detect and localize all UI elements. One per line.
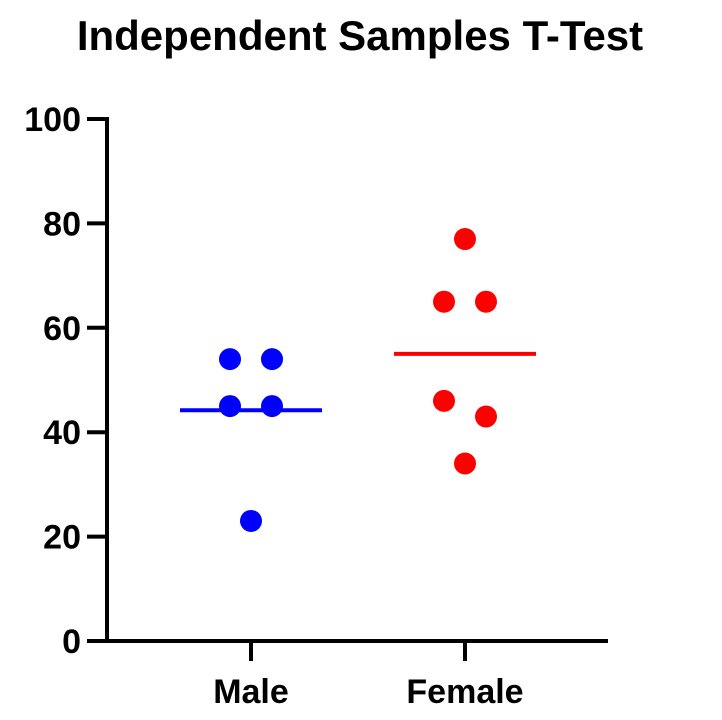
y-tick-label: 20 — [43, 519, 81, 557]
y-ticks: 0 20 40 60 80 100 — [24, 101, 107, 661]
x-categories: Male Female — [213, 641, 524, 711]
y-tick-label: 40 — [43, 414, 81, 452]
chart-title: Independent Samples T-Test — [77, 12, 643, 59]
data-point-male — [261, 395, 283, 418]
y-tick-label: 80 — [43, 205, 81, 243]
mean-lines — [180, 351, 536, 413]
y-tick-label: 0 — [62, 623, 81, 661]
x-category-label-female: Female — [406, 673, 523, 711]
data-point-female — [454, 228, 476, 251]
data-point-female — [475, 290, 497, 313]
data-point-male — [219, 348, 241, 371]
x-category-label-male: Male — [213, 673, 289, 711]
data-point-female — [433, 389, 455, 412]
data-point-female — [454, 452, 476, 475]
data-point-male — [219, 395, 241, 418]
y-tick-label: 100 — [24, 101, 81, 139]
y-tick-label: 60 — [43, 310, 81, 348]
data-points — [219, 228, 497, 532]
data-point-female — [475, 405, 497, 428]
data-point-male — [240, 509, 262, 532]
data-point-female — [433, 290, 455, 313]
axes — [105, 117, 608, 643]
data-point-male — [261, 348, 283, 371]
